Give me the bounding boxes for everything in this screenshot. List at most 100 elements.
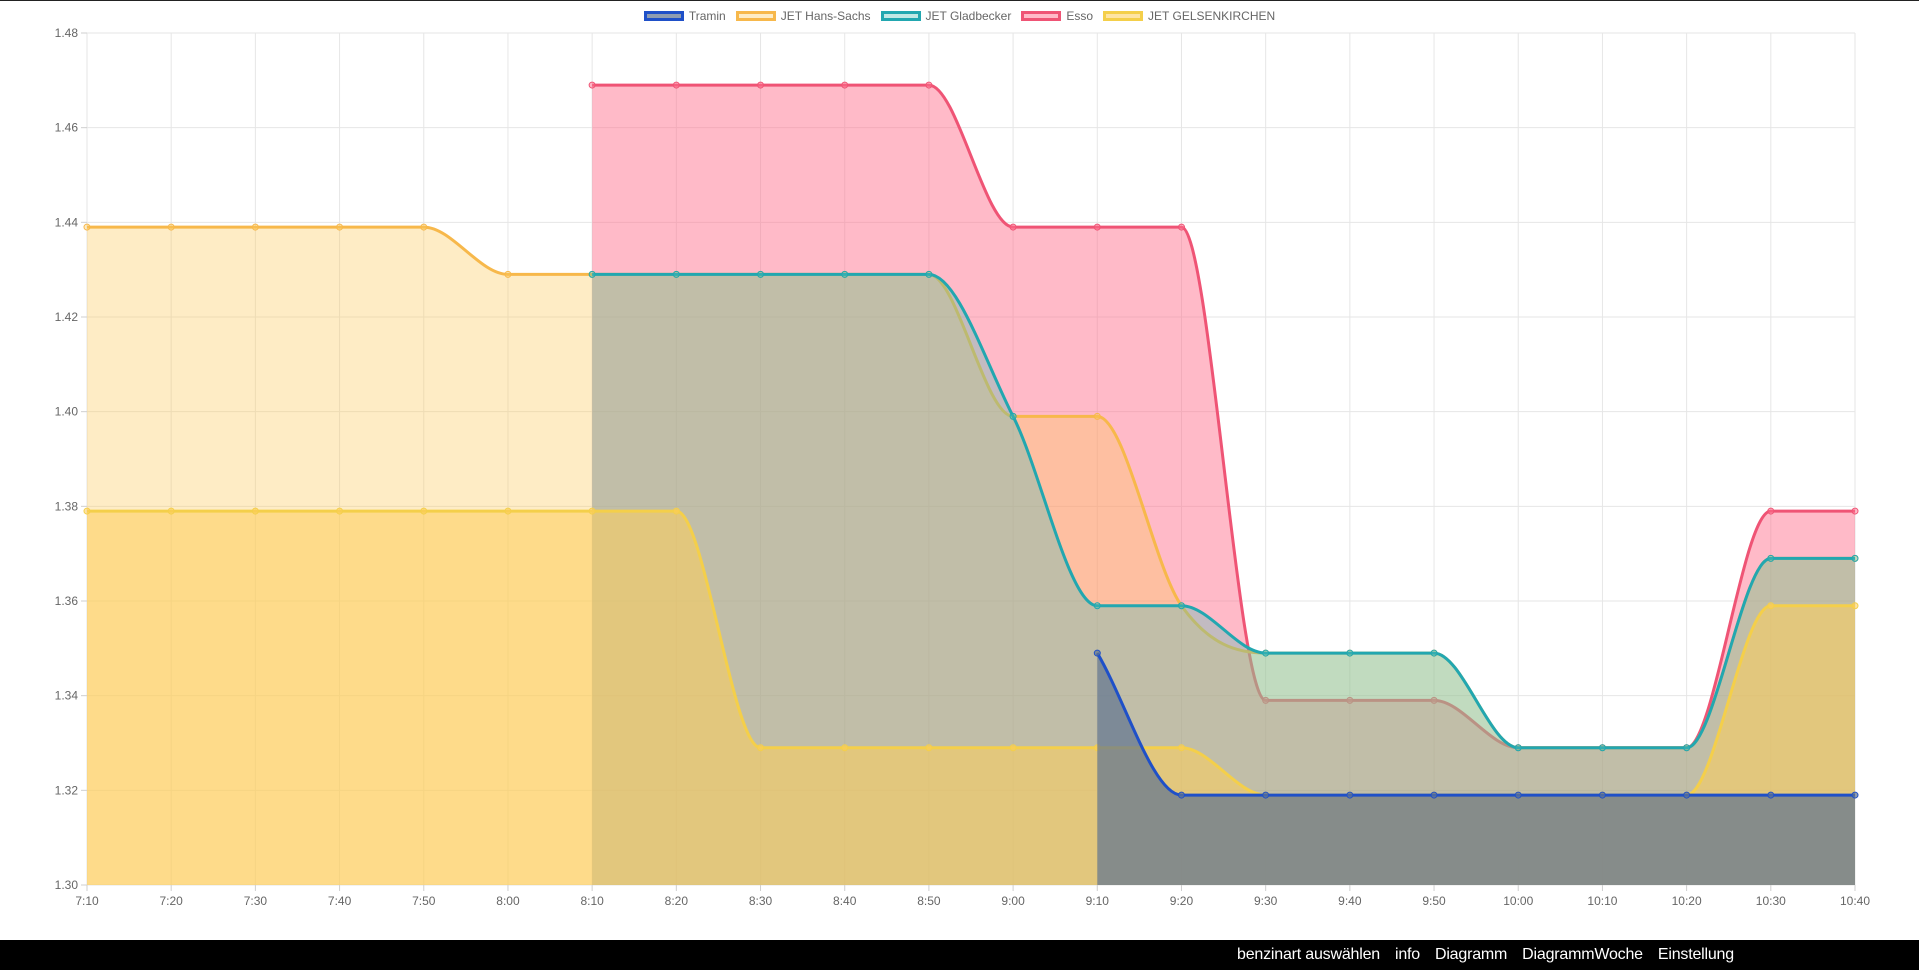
y-tick-label: 1.34 (55, 689, 79, 703)
data-point[interactable] (1177, 744, 1185, 752)
data-point[interactable] (167, 223, 175, 231)
data-point[interactable] (1767, 507, 1775, 515)
x-tick-label: 10:30 (1756, 894, 1786, 908)
series-tramin (1093, 649, 1859, 885)
nav-link-einstellung[interactable]: Einstellung (1657, 946, 1734, 963)
price-chart: 7:10 7:20 7:30 7:40 7:50 8:00 8:10 8:20 8:30 8:40… (0, 1, 1919, 940)
series-area (592, 85, 1856, 886)
x-tick-label: 7:20 (160, 894, 184, 908)
legend-item-jet-gelsenkirchen[interactable]: JET GELSENKIRCHEN (1103, 9, 1275, 23)
data-point[interactable] (83, 223, 91, 231)
data-point[interactable] (251, 223, 259, 231)
legend-item-jet-gladbecker[interactable]: JET Gladbecker (880, 9, 1011, 23)
data-point[interactable] (1262, 791, 1270, 799)
x-tick-label: 9:10 (1086, 894, 1110, 908)
nav-links: benzinart auswählen info Diagramm Diagra… (1237, 940, 1734, 970)
y-tick-label: 1.38 (55, 499, 79, 513)
data-point[interactable] (1262, 649, 1270, 657)
nav-link-info[interactable]: info (1394, 946, 1420, 963)
data-point[interactable] (1262, 696, 1270, 704)
series-area (592, 274, 1856, 885)
data-point[interactable] (336, 507, 344, 515)
x-tick-label: 10:20 (1672, 894, 1702, 908)
x-tick-label: 7:10 (75, 894, 99, 908)
data-point[interactable] (251, 507, 259, 515)
data-point[interactable] (672, 507, 680, 515)
data-point[interactable] (672, 270, 680, 278)
data-point[interactable] (841, 270, 849, 278)
data-point[interactable] (1177, 791, 1185, 799)
nav-link-diagramm[interactable]: Diagramm (1434, 946, 1508, 963)
nav-link-diagramm-woche[interactable]: DiagrammWoche (1522, 946, 1643, 963)
data-point[interactable] (1346, 696, 1354, 704)
legend-swatch (1103, 11, 1144, 21)
data-point[interactable] (1009, 223, 1017, 231)
data-point[interactable] (1767, 554, 1775, 562)
data-point[interactable] (83, 507, 91, 515)
legend-swatch (735, 11, 776, 21)
data-point[interactable] (588, 507, 596, 515)
x-tick-label: 7:30 (244, 894, 268, 908)
data-point[interactable] (420, 507, 428, 515)
data-point[interactable] (588, 270, 596, 278)
y-tick-label: 1.36 (55, 594, 79, 608)
data-point[interactable] (1093, 602, 1101, 610)
x-tick-label: 8:10 (580, 894, 604, 908)
data-point[interactable] (1851, 507, 1859, 515)
data-point[interactable] (1598, 791, 1606, 799)
data-point[interactable] (1430, 649, 1438, 657)
data-point[interactable] (925, 270, 933, 278)
x-tick-label: 9:50 (1422, 894, 1446, 908)
nav-link-benzinart[interactable]: benzinart auswählen (1237, 946, 1380, 963)
legend-swatch (880, 11, 921, 21)
data-point[interactable] (1009, 744, 1017, 752)
data-point[interactable] (420, 223, 428, 231)
data-point[interactable] (1851, 791, 1859, 799)
data-point[interactable] (757, 81, 765, 89)
x-tick-label: 8:00 (496, 894, 520, 908)
data-point[interactable] (757, 270, 765, 278)
data-point[interactable] (1177, 602, 1185, 610)
data-point[interactable] (1346, 791, 1354, 799)
series-jet-gladbecker (588, 270, 1859, 885)
legend-item-tramin[interactable]: Tramin (643, 9, 726, 23)
data-point[interactable] (1683, 744, 1691, 752)
data-point[interactable] (504, 270, 512, 278)
series-line (1095, 652, 1855, 797)
data-point[interactable] (1514, 744, 1522, 752)
data-point[interactable] (757, 744, 765, 752)
series-area (1097, 653, 1855, 885)
data-point[interactable] (925, 744, 933, 752)
x-tick-label: 8:30 (749, 894, 773, 908)
data-point[interactable] (1177, 223, 1185, 231)
data-point[interactable] (672, 81, 680, 89)
data-point[interactable] (1093, 412, 1101, 420)
data-point[interactable] (1767, 791, 1775, 799)
data-point[interactable] (1514, 791, 1522, 799)
data-point[interactable] (1598, 744, 1606, 752)
data-point[interactable] (336, 223, 344, 231)
x-tick-label: 9:40 (1338, 894, 1362, 908)
data-point[interactable] (1767, 602, 1775, 610)
data-point[interactable] (167, 507, 175, 515)
data-point[interactable] (588, 81, 596, 89)
data-point[interactable] (1093, 649, 1101, 657)
data-point[interactable] (1093, 223, 1101, 231)
x-tick-label: 9:20 (1170, 894, 1194, 908)
data-point[interactable] (1009, 412, 1017, 420)
bottom-navbar: benzinart auswählen info Diagramm Diagra… (0, 940, 1919, 970)
data-point[interactable] (1346, 649, 1354, 657)
legend-item-esso[interactable]: Esso (1021, 9, 1093, 23)
data-point[interactable] (504, 507, 512, 515)
data-point[interactable] (1430, 696, 1438, 704)
data-point[interactable] (1851, 554, 1859, 562)
x-tick-label: 9:00 (1001, 894, 1025, 908)
data-point[interactable] (1851, 602, 1859, 610)
chart-legend: Tramin JET Hans-Sachs JET Gladbecker Ess… (0, 9, 1919, 23)
data-point[interactable] (841, 81, 849, 89)
data-point[interactable] (1683, 791, 1691, 799)
data-point[interactable] (841, 744, 849, 752)
data-point[interactable] (1430, 791, 1438, 799)
data-point[interactable] (925, 81, 933, 89)
legend-item-jet-hans-sachs[interactable]: JET Hans-Sachs (735, 9, 871, 23)
